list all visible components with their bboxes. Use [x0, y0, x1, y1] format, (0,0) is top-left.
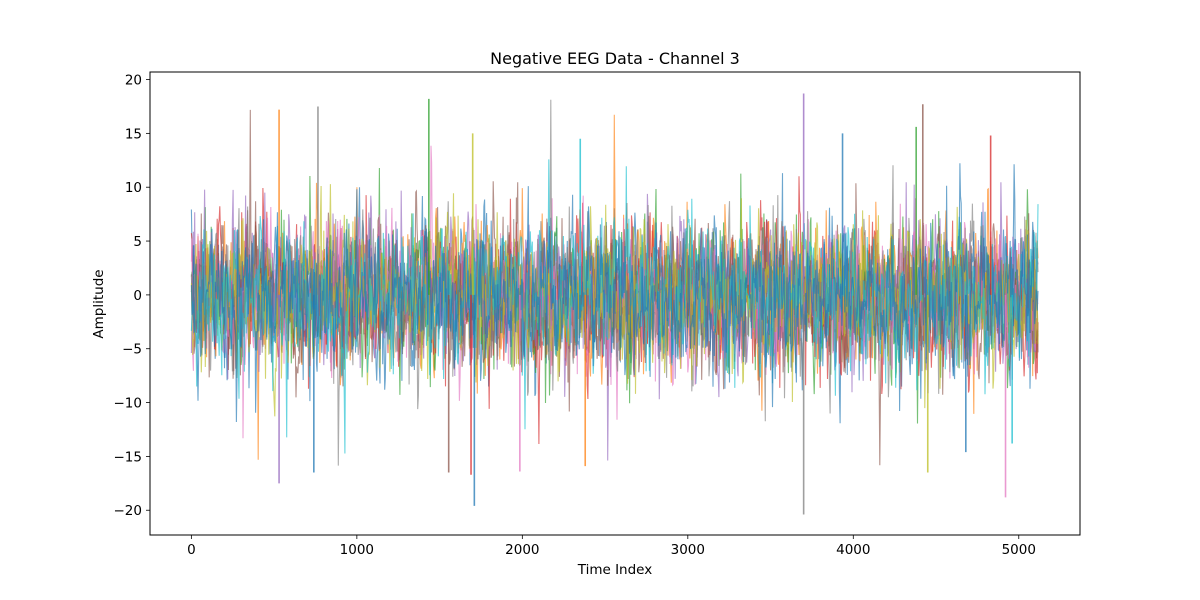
x-tick-label: 3000: [671, 542, 705, 558]
x-axis-label: Time Index: [577, 562, 653, 578]
series-line: [190, 99, 1039, 466]
y-axis: −20 −15 −10 −5 0 5 10 15 20: [114, 73, 150, 519]
y-tick-label: 15: [125, 126, 142, 142]
y-tick-label: −5: [122, 342, 142, 358]
series-line: [190, 163, 1039, 423]
x-tick-label: 1000: [340, 542, 374, 558]
y-tick-label: 20: [125, 73, 142, 89]
x-tick-label: 2000: [505, 542, 539, 558]
y-tick-label: 5: [133, 234, 142, 250]
y-tick-label: −20: [114, 503, 143, 519]
x-axis: 0 1000 2000 3000 4000 5000: [187, 535, 1036, 558]
chart-title: Negative EEG Data - Channel 3: [490, 49, 740, 68]
x-tick-label: 0: [187, 542, 196, 558]
y-tick-label: −10: [114, 396, 143, 412]
plot-frame: [149, 71, 1081, 536]
y-tick-label: 10: [125, 180, 142, 196]
y-axis-label: Amplitude: [91, 269, 107, 338]
x-tick-label: 5000: [1002, 542, 1036, 558]
series-layer: [190, 93, 1039, 515]
y-tick-label: 0: [133, 288, 142, 304]
x-tick-label: 4000: [836, 542, 870, 558]
y-tick-label: −15: [114, 449, 143, 465]
